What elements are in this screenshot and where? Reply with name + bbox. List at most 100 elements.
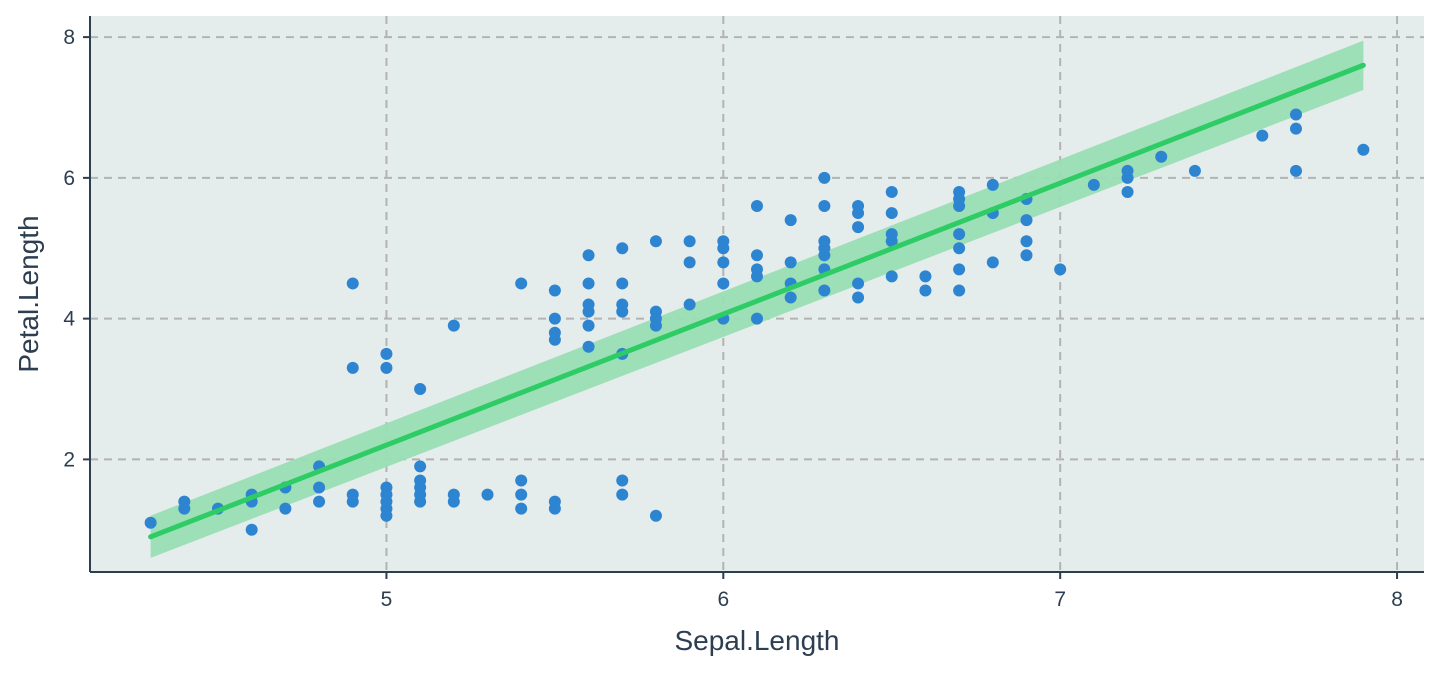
data-point-61	[683, 298, 696, 311]
data-point-94	[885, 185, 898, 198]
data-point-60	[649, 235, 662, 248]
data-point-10	[313, 481, 326, 494]
data-point-107	[1020, 249, 1033, 262]
data-point-62	[683, 256, 696, 269]
y-axis-title: Petal.Length	[13, 215, 44, 372]
data-point-89	[852, 200, 865, 213]
data-point-71	[751, 263, 763, 276]
data-point-77	[784, 214, 797, 227]
data-point-121	[1289, 108, 1302, 121]
data-point-36	[515, 277, 528, 290]
data-point-27	[414, 460, 427, 473]
data-point-56	[649, 509, 662, 522]
data-point-43	[582, 340, 595, 353]
data-point-50	[616, 474, 629, 487]
data-point-33	[515, 502, 528, 515]
data-point-111	[1054, 263, 1067, 276]
data-point-54	[616, 277, 629, 290]
data-point-44	[582, 319, 595, 332]
data-point-21	[380, 361, 393, 374]
data-point-0	[144, 516, 157, 529]
data-point-113	[1121, 185, 1134, 198]
data-point-76	[784, 256, 797, 269]
data-point-32	[481, 488, 494, 501]
data-point-65	[717, 277, 730, 290]
data-point-78	[818, 284, 831, 297]
data-point-109	[1020, 214, 1033, 227]
data-point-83	[818, 200, 831, 213]
y-tick-label-1: 4	[63, 308, 75, 331]
data-point-41	[548, 312, 561, 325]
data-point-14	[346, 361, 359, 374]
data-point-63	[683, 235, 696, 248]
y-tick-label-2: 6	[63, 167, 75, 190]
data-point-115	[1121, 164, 1134, 177]
data-point-84	[818, 171, 831, 184]
y-tick-label-3: 8	[63, 26, 75, 49]
data-point-119	[1289, 164, 1302, 177]
x-tick-label-3: 8	[1391, 588, 1403, 611]
data-point-28	[414, 383, 427, 396]
data-point-49	[616, 488, 629, 501]
data-point-46	[582, 298, 595, 311]
data-point-20	[380, 481, 393, 494]
data-point-72	[751, 249, 763, 262]
data-points	[144, 108, 1370, 536]
data-point-40	[548, 326, 561, 339]
data-point-95	[919, 284, 932, 297]
data-point-42	[548, 284, 561, 297]
data-point-98	[953, 263, 966, 276]
axes	[89, 16, 1424, 573]
data-point-22	[380, 347, 393, 360]
data-point-87	[852, 221, 865, 234]
data-point-34	[515, 488, 528, 501]
data-point-97	[953, 284, 966, 297]
data-point-48	[582, 249, 595, 262]
data-point-35	[515, 474, 528, 487]
data-point-55	[616, 242, 629, 255]
data-point-30	[447, 488, 460, 501]
axis-ticks: 5 6 7 8 2 4 6 8	[63, 26, 1403, 611]
data-point-90	[885, 270, 898, 283]
data-point-9	[313, 495, 326, 508]
data-point-69	[751, 312, 763, 325]
data-point-13	[346, 488, 359, 501]
data-point-26	[414, 474, 427, 487]
data-point-31	[447, 319, 460, 332]
data-point-108	[1020, 235, 1033, 248]
regression-line	[148, 62, 1366, 540]
data-point-82	[818, 235, 831, 248]
x-tick-label-1: 6	[717, 588, 729, 611]
data-point-4	[245, 523, 258, 536]
data-point-93	[885, 207, 898, 220]
data-point-122	[1357, 143, 1370, 156]
data-point-104	[986, 256, 999, 269]
data-point-74	[784, 291, 797, 304]
data-point-99	[953, 242, 966, 255]
data-point-112	[1087, 178, 1100, 191]
data-point-96	[919, 270, 932, 283]
data-point-59	[649, 305, 662, 318]
y-tick-label-0: 2	[63, 448, 75, 471]
data-point-68	[717, 235, 730, 248]
data-point-118	[1256, 129, 1269, 142]
data-point-85	[852, 291, 865, 304]
data-point-92	[885, 228, 898, 241]
x-tick-label-2: 7	[1054, 588, 1066, 611]
data-point-38	[548, 495, 561, 508]
data-point-86	[852, 277, 865, 290]
data-point-116	[1155, 150, 1168, 163]
data-point-53	[616, 298, 629, 311]
data-point-2	[178, 495, 191, 508]
data-point-100	[953, 228, 966, 241]
data-point-15	[346, 277, 359, 290]
data-point-106	[986, 178, 999, 191]
data-point-120	[1289, 122, 1302, 135]
data-point-7	[279, 502, 292, 515]
data-point-73	[751, 200, 763, 213]
data-point-66	[717, 256, 730, 269]
data-point-117	[1188, 164, 1201, 177]
data-point-103	[953, 185, 966, 198]
